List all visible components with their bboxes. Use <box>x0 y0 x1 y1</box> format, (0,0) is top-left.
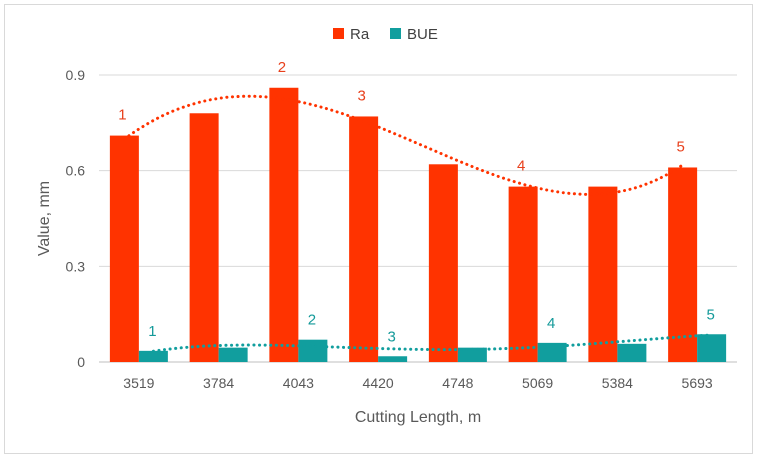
bar-ra <box>109 135 139 362</box>
point-label: 4 <box>517 158 525 175</box>
x-tick-label: 4748 <box>442 375 473 391</box>
point-label: 2 <box>308 312 316 329</box>
x-axis-title: Cutting Length, m <box>355 409 481 426</box>
point-label: 4 <box>547 315 555 332</box>
bar-bue <box>457 347 487 362</box>
y-axis-tick-labels: 0 0.3 0.6 0.9 <box>66 67 86 370</box>
legend-label: BUE <box>407 26 438 43</box>
x-tick-label: 3784 <box>203 375 234 391</box>
x-tick-label: 4420 <box>363 375 394 391</box>
legend-label: Ra <box>350 26 370 43</box>
bar-ra <box>508 186 538 362</box>
bar-bue <box>218 347 248 362</box>
point-label: 3 <box>357 87 365 104</box>
bar-bue <box>138 350 168 362</box>
point-label: 1 <box>118 107 126 124</box>
point-label: 3 <box>387 328 395 345</box>
bar-ra <box>428 164 458 362</box>
bar-ra <box>349 116 379 362</box>
y-axis-title: Value, mm <box>36 181 53 256</box>
x-axis-tick-labels: 3519 3784 4043 4420 4748 5069 5384 5693 <box>123 375 713 391</box>
y-tick-label: 0 <box>77 354 85 370</box>
y-tick-label: 0.3 <box>66 258 86 274</box>
bar-ra <box>269 87 299 362</box>
bar-ra <box>189 113 219 363</box>
point-label: 2 <box>278 59 286 76</box>
x-tick-label: 5384 <box>602 375 633 391</box>
x-tick-label: 5069 <box>522 375 553 391</box>
bar-bue <box>298 339 328 362</box>
trendline-bue <box>151 333 714 353</box>
bars <box>109 87 727 363</box>
legend-swatch <box>390 28 401 39</box>
point-label: 1 <box>148 323 156 340</box>
point-label: 5 <box>706 306 714 323</box>
bar-ra <box>668 167 698 362</box>
bar-bue <box>617 343 647 362</box>
legend: Ra BUE <box>333 26 438 43</box>
x-tick-label: 5693 <box>682 375 713 391</box>
point-annotations: 1 2 3 4 5 1 2 3 4 5 <box>118 59 715 346</box>
bar-bue <box>697 334 727 362</box>
legend-swatch <box>333 28 344 39</box>
point-label: 5 <box>676 138 684 155</box>
x-tick-label: 3519 <box>123 375 154 391</box>
y-tick-label: 0.6 <box>66 163 86 179</box>
trendlines <box>122 94 714 353</box>
bar-ra <box>588 186 618 362</box>
y-tick-label: 0.9 <box>66 67 86 83</box>
bar-bue <box>378 356 408 362</box>
x-tick-label: 4043 <box>283 375 314 391</box>
